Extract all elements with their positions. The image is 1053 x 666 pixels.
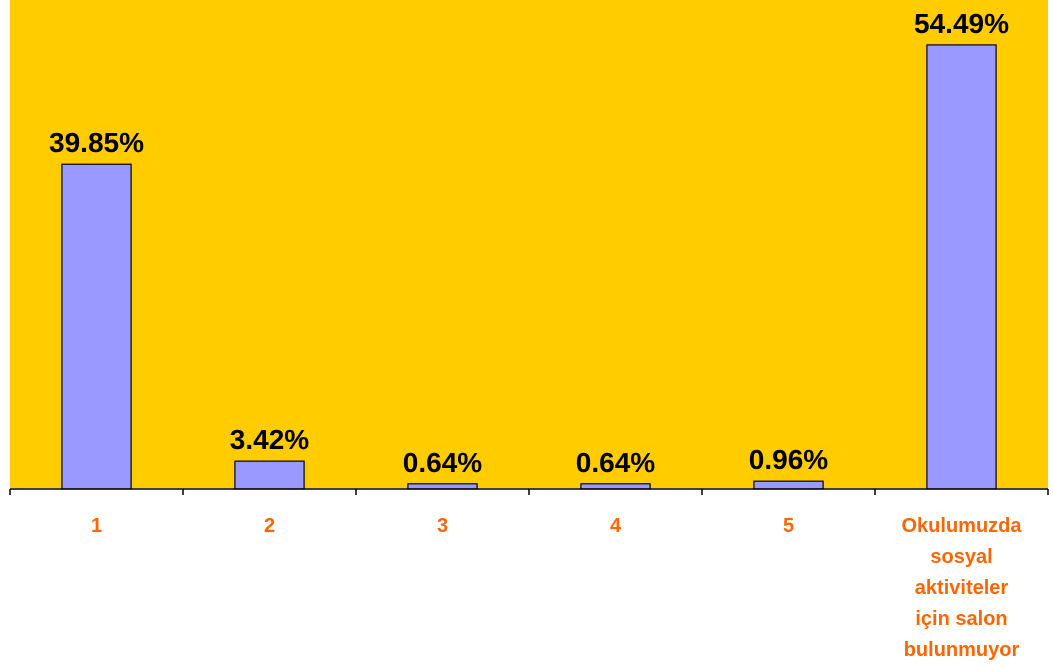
- category-label: 2: [264, 515, 275, 537]
- bar: [580, 483, 651, 490]
- bar: [61, 163, 132, 490]
- bar-value-label: 0.96%: [749, 444, 828, 475]
- category-label: 3: [437, 515, 448, 537]
- bar: [926, 44, 997, 490]
- bar: [407, 483, 478, 490]
- bar-value-label: 39.85%: [49, 127, 144, 158]
- category-label: 4: [610, 515, 622, 537]
- bar-value-label: 0.64%: [403, 447, 482, 478]
- bars-group: [61, 44, 997, 490]
- category-label: Okulumuzda sosyal aktiviteler için salon bul…: [901, 515, 1022, 661]
- x-axis-ticks: [9, 489, 1049, 495]
- category-label: 1: [91, 515, 102, 537]
- category-labels-group: 1 2 3 4 5 Okulumuzda sosyal aktiviteler için sal…: [91, 515, 1022, 661]
- bar-value-label: 0.64%: [576, 447, 655, 478]
- bar: [753, 480, 824, 490]
- bar: [234, 460, 305, 490]
- bar-value-label: 54.49%: [914, 8, 1009, 39]
- plot-area: [10, 0, 1048, 488]
- category-label: 5: [783, 515, 794, 537]
- value-labels-group: 39.85% 3.42% 0.64% 0.64% 0.96% 54.49%: [49, 8, 1009, 478]
- bar-value-label: 3.42%: [230, 424, 309, 455]
